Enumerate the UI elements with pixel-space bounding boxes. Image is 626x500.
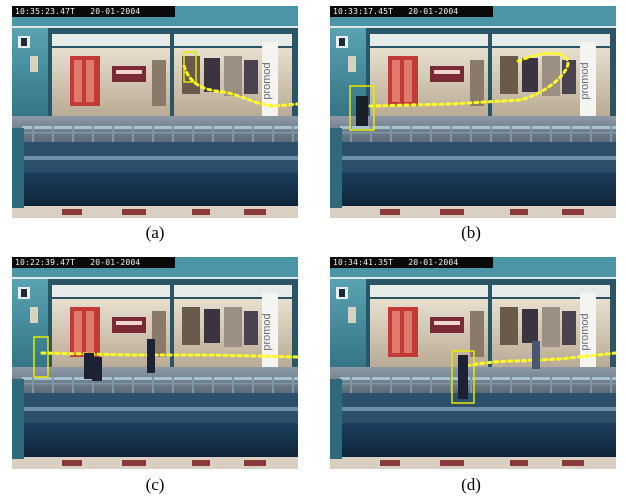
panel-b-frame: 10:33:17.45T 20-01-2004 [330,6,616,218]
person-silhouette [356,96,368,126]
panel-d-frame: 10:34:41.35T 20-01-2004 [330,257,616,469]
tracking-box [451,350,475,404]
tracking-box [183,51,197,83]
person-silhouette [458,355,468,399]
pedestrians [532,341,540,369]
timestamp-overlay: 10:35:23.47T 20-01-2004 [12,6,175,17]
panel-caption: (c) [145,475,165,494]
timestamp-overlay: 10:22:39.47T 20-01-2004 [12,257,175,268]
timestamp-overlay: 10:33:17.45T 20-01-2004 [330,6,493,17]
mall-surveillance-image [12,257,298,469]
panel-c-frame: 10:22:39.47T 20-01-2004 [12,257,298,469]
panel-caption: (b) [461,223,481,242]
tracking-box [33,336,49,378]
mall-surveillance-image [12,6,298,218]
mall-surveillance-image [330,6,616,218]
panel-a-frame: 10:35:23.47T 20-01-2004 [12,6,298,218]
trajectory-path [182,64,298,108]
timestamp-overlay: 10:34:41.35T 20-01-2004 [330,257,493,268]
mall-surveillance-image [330,257,616,469]
pedestrians [84,339,155,381]
panel-caption: (d) [461,475,481,494]
trajectory-path [368,51,570,108]
tracking-box [349,85,375,131]
panel-caption: (a) [145,223,165,242]
